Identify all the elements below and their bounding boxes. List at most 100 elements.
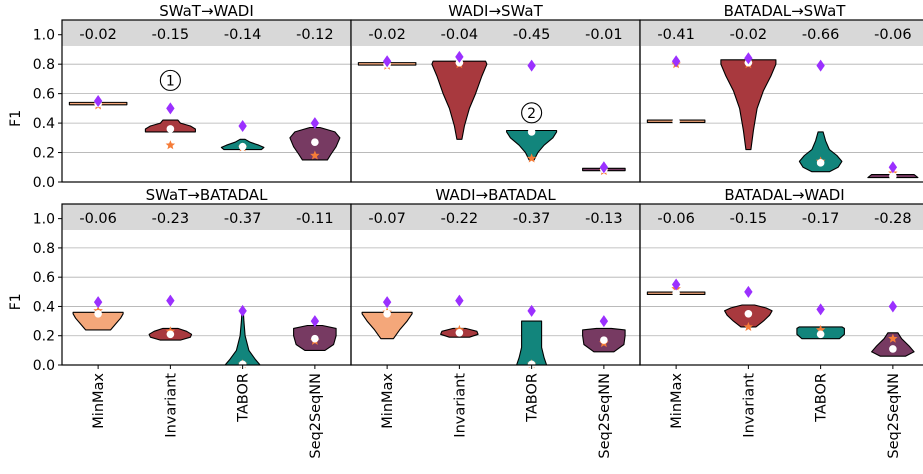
violin-minmax	[72, 311, 124, 331]
x-tick-label: Seq2SeqNN	[886, 373, 902, 459]
x-tick-label: TABOR	[814, 373, 830, 423]
annotation-label: 2	[527, 106, 536, 122]
diamond-marker	[310, 315, 320, 328]
star-marker	[526, 153, 537, 163]
violin-invariant	[720, 59, 777, 151]
y-tick-label: 0.0	[33, 358, 55, 374]
delta-label: -0.37	[513, 211, 551, 227]
y-tick-label: 0.2	[33, 329, 55, 345]
delta-label: -0.15	[152, 27, 190, 43]
delta-band	[62, 204, 351, 230]
median-dot	[455, 329, 464, 337]
median-dot	[672, 117, 680, 126]
violin-seq2seqnn	[871, 332, 915, 357]
median-dot	[238, 360, 247, 369]
delta-label: -0.66	[802, 27, 840, 43]
diamond-marker	[238, 304, 247, 317]
panel-3: SWaT→BATADAL -0.06 -0.23 -0.37 -0.11	[61, 186, 352, 369]
diamond-marker	[599, 161, 609, 174]
violin-minmax	[361, 311, 413, 340]
x-tick-label: TABOR	[236, 373, 252, 423]
panel-title: BATADAL→SWaT	[724, 2, 847, 20]
panel-title: WADI→BATADAL	[435, 186, 556, 204]
delta-label: -0.14	[224, 27, 262, 43]
delta-label: -0.41	[657, 27, 695, 43]
median-dot	[816, 159, 825, 167]
star-marker	[165, 140, 176, 150]
violin-invariant	[431, 60, 488, 140]
delta-label: -0.28	[874, 211, 912, 227]
violin-tabor	[798, 131, 843, 173]
delta-label: -0.02	[368, 27, 406, 43]
annotation-circle	[521, 102, 543, 124]
diamond-marker	[93, 296, 103, 309]
x-tick-label: MinMax	[91, 373, 107, 429]
panel-title: BATADAL→WADI	[724, 186, 844, 204]
median-dot	[889, 345, 897, 353]
delta-label: -0.13	[585, 211, 623, 227]
delta-band	[62, 20, 351, 46]
violin-tabor	[516, 320, 548, 366]
delta-label: -0.02	[79, 27, 117, 43]
panel-frame	[639, 19, 923, 183]
delta-band	[351, 204, 640, 230]
x-tick-label: Invariant	[452, 373, 468, 438]
median-dot	[600, 336, 608, 344]
x-tick-label: Seq2SeqNN	[597, 373, 613, 459]
diamond-marker	[238, 120, 247, 133]
delta-label: -0.23	[152, 211, 190, 227]
y-tick-label: 1.0	[33, 28, 55, 44]
diamond-marker	[310, 117, 320, 130]
delta-label: -0.45	[513, 27, 551, 43]
y-tick-label: 0.8	[33, 57, 55, 73]
y-tick-label: 0.4	[33, 299, 55, 315]
panel-frame	[639, 203, 923, 366]
x-tick-label: Invariant	[163, 373, 179, 438]
y-tick-label: 0.6	[33, 87, 55, 103]
diamond-marker	[166, 102, 175, 115]
median-dot	[166, 330, 175, 339]
panel-title: SWaT→WADI	[159, 2, 254, 20]
delta-label: -0.06	[657, 211, 695, 227]
x-tick-label: TABOR	[525, 373, 541, 423]
panel-5: BATADAL→WADI -0.06 -0.15 -0.17 -0.28	[639, 186, 923, 366]
median-dot	[311, 334, 319, 343]
panel-0: SWaT→WADI -0.02 -0.15 -0.14 -0.12 1	[61, 2, 352, 183]
delta-label: -0.02	[730, 27, 768, 43]
panel-4: WADI→BATADAL -0.07 -0.22 -0.37 -0.13	[350, 186, 641, 369]
panel-title: WADI→SWaT	[448, 2, 543, 20]
annotation-circle	[159, 69, 181, 91]
median-dot	[166, 125, 175, 133]
star-marker	[310, 150, 320, 160]
delta-label: -0.17	[802, 211, 840, 227]
diamond-marker	[455, 50, 464, 63]
y-tick-label: 0.6	[33, 270, 55, 286]
diamond-marker	[671, 278, 681, 291]
diamond-marker	[166, 294, 175, 307]
diamond-marker	[671, 55, 681, 68]
diamond-marker	[382, 296, 392, 309]
diamond-marker	[816, 59, 825, 72]
delta-label: -0.06	[79, 211, 117, 227]
diamond-marker	[93, 95, 103, 107]
delta-label: -0.04	[441, 27, 479, 43]
x-tick-label: Seq2SeqNN	[308, 373, 324, 459]
diamond-marker	[744, 285, 753, 298]
y-axis-label: F1	[8, 293, 24, 310]
median-dot	[238, 142, 247, 151]
panel-1: WADI→SWaT -0.02 -0.04 -0.45 -0.01 2	[350, 2, 641, 183]
delta-label: -0.07	[368, 211, 406, 227]
median-dot	[383, 309, 391, 318]
median-dot	[889, 172, 897, 180]
violin-tabor	[506, 129, 558, 161]
median-dot	[816, 330, 825, 339]
median-dot	[672, 289, 680, 298]
delta-band	[640, 204, 923, 230]
y-tick-label: 0.4	[33, 116, 55, 132]
diamond-marker	[527, 59, 536, 72]
median-dot	[527, 360, 536, 369]
violin-tabor	[224, 310, 261, 366]
median-dot	[311, 138, 319, 147]
panel-title: SWaT→BATADAL	[146, 186, 269, 204]
x-tick-label: MinMax	[380, 373, 396, 429]
